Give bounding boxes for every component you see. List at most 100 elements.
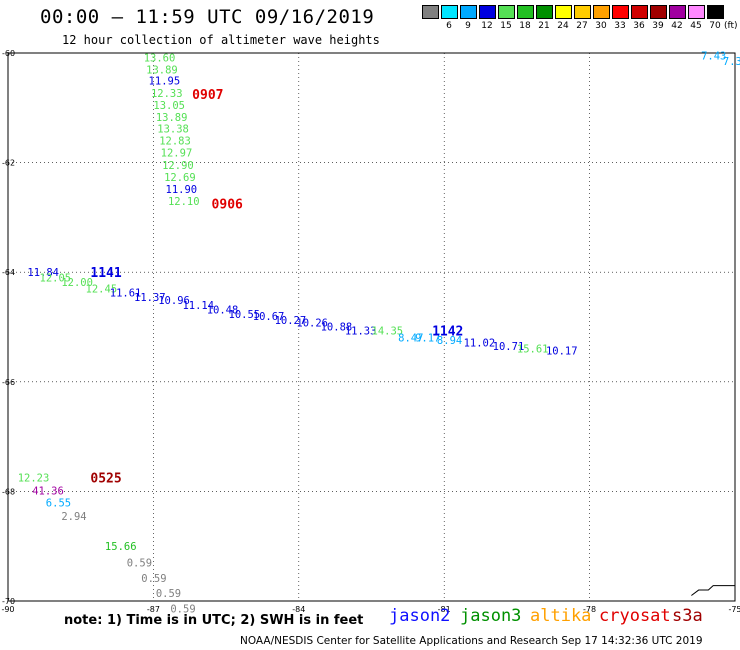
satellite-jason2: jason2 bbox=[389, 606, 451, 626]
wave-height-value: 13.05 bbox=[153, 100, 185, 112]
legend-swatch bbox=[688, 5, 705, 19]
wave-height-value: 7.37 bbox=[723, 56, 740, 68]
wave-height-value: 0.59 bbox=[170, 604, 195, 616]
wave-height-value: 8.94 bbox=[437, 335, 462, 347]
wave-height-value: 11.33 bbox=[345, 325, 377, 337]
legend-swatch bbox=[441, 5, 458, 19]
x-tick-label: -81 bbox=[438, 605, 451, 614]
chart-subtitle: 12 hour collection of altimeter wave hei… bbox=[62, 33, 380, 47]
legend-label: 36 bbox=[633, 21, 645, 31]
wave-height-value: 11.02 bbox=[464, 337, 496, 349]
legend-swatch bbox=[707, 5, 724, 19]
legend-label: 6 bbox=[446, 21, 452, 31]
wave-height-value: 12.97 bbox=[161, 148, 193, 160]
wave-height-value: 13.38 bbox=[157, 124, 189, 136]
legend-label: 39 bbox=[652, 21, 664, 31]
wave-height-value: 12.10 bbox=[168, 196, 200, 208]
wave-height-value: 10.55 bbox=[229, 309, 261, 321]
wave-height-value: 13.89 bbox=[146, 64, 178, 76]
x-tick-label: -75 bbox=[728, 605, 740, 614]
legend-label: 27 bbox=[576, 21, 588, 31]
wave-height-value: 12.33 bbox=[151, 88, 183, 100]
wave-height-value: 6.55 bbox=[46, 497, 71, 509]
satellite-jason3: jason3 bbox=[460, 606, 522, 626]
x-tick-label: -90 bbox=[1, 605, 14, 614]
wave-height-value: 15.61 bbox=[517, 343, 549, 355]
legend-swatch bbox=[498, 5, 515, 19]
satellite-s3a: s3a bbox=[672, 606, 703, 626]
legend-swatch bbox=[555, 5, 572, 19]
wave-height-value: 0.59 bbox=[141, 573, 166, 585]
satellite-altika: altika bbox=[530, 606, 592, 626]
wave-height-value: 10.27 bbox=[275, 315, 307, 327]
y-tick-label: -66 bbox=[2, 378, 15, 387]
wave-height-value: 41.36 bbox=[32, 485, 64, 497]
x-tick-label: -78 bbox=[583, 605, 596, 614]
x-tick-label: -84 bbox=[292, 605, 305, 614]
wave-height-value: 11.61 bbox=[110, 287, 142, 299]
legend-label: 24 bbox=[557, 21, 569, 31]
legend-label: 33 bbox=[614, 21, 626, 31]
wave-height-value: 10.71 bbox=[493, 341, 525, 353]
wave-height-value: 8.47 bbox=[398, 332, 423, 344]
wave-height-value: 12.23 bbox=[18, 473, 50, 485]
wave-height-value: 0.59 bbox=[127, 558, 152, 570]
wave-height-value: 12.90 bbox=[162, 160, 194, 172]
legend-label: 70 bbox=[709, 21, 721, 31]
chart-title: 00:00 – 11:59 UTC 09/16/2019 bbox=[40, 6, 375, 28]
coastline bbox=[691, 585, 735, 596]
wave-height-value: 11.84 bbox=[27, 267, 59, 279]
wave-height-value: 12.83 bbox=[159, 136, 191, 148]
pass-time-label: 0906 bbox=[212, 198, 243, 213]
legend-swatch bbox=[460, 5, 477, 19]
wave-height-value: 10.26 bbox=[296, 318, 328, 330]
pass-time-label: 0525 bbox=[90, 472, 121, 487]
legend-swatch bbox=[479, 5, 496, 19]
pass-time-label: 0907 bbox=[192, 88, 223, 103]
y-tick-label: -60 bbox=[2, 49, 15, 58]
legend-label: 42 bbox=[671, 21, 683, 31]
y-tick-label: -62 bbox=[2, 159, 15, 168]
wave-height-value: 7.43 bbox=[701, 51, 726, 63]
wave-height-value: 10.48 bbox=[207, 304, 239, 316]
wave-height-value: 11.90 bbox=[166, 184, 198, 196]
y-tick-label: -70 bbox=[2, 597, 15, 606]
wave-height-value: 12.45 bbox=[86, 284, 118, 296]
wave-height-value: 12.00 bbox=[61, 277, 93, 289]
wave-height-value: 12.69 bbox=[164, 172, 196, 184]
legend-label: 9 bbox=[465, 21, 471, 31]
wave-height-value: 10.96 bbox=[158, 295, 190, 307]
pass-time-label: 1141 bbox=[90, 266, 121, 281]
x-tick-label: -87 bbox=[147, 605, 160, 614]
legend-label: 30 bbox=[595, 21, 607, 31]
legend-swatch bbox=[669, 5, 686, 19]
legend-unit: (ft) bbox=[724, 21, 738, 31]
wave-height-value: 11.95 bbox=[149, 75, 181, 87]
legend-swatch bbox=[422, 5, 439, 19]
legend-swatch bbox=[536, 5, 553, 19]
legend-swatch bbox=[631, 5, 648, 19]
legend-label: 12 bbox=[481, 21, 493, 31]
wave-height-value: 13.60 bbox=[144, 52, 176, 64]
plot-frame bbox=[7, 52, 736, 602]
legend-label: 45 bbox=[690, 21, 702, 31]
wave-height-value: 12.05 bbox=[40, 273, 72, 285]
wave-height-value: 10.88 bbox=[321, 321, 353, 333]
legend-swatch bbox=[593, 5, 610, 19]
credit-line: NOAA/NESDIS Center for Satellite Applica… bbox=[240, 635, 703, 647]
y-tick-label: -68 bbox=[2, 487, 15, 496]
wave-height-value: 2.94 bbox=[61, 511, 86, 523]
wave-height-value: 9.17 bbox=[415, 332, 440, 344]
legend-swatch bbox=[612, 5, 629, 19]
wave-height-value: 10.17 bbox=[546, 346, 578, 358]
legend-swatch bbox=[517, 5, 534, 19]
satellite-cryosat: cryosat bbox=[599, 606, 671, 626]
legend-swatch bbox=[574, 5, 591, 19]
legend-label: 21 bbox=[538, 21, 550, 31]
wave-height-value: 14.35 bbox=[372, 325, 404, 337]
legend-label: 15 bbox=[500, 21, 512, 31]
pass-time-label: 1142 bbox=[432, 324, 463, 339]
wave-height-value: 13.89 bbox=[156, 112, 188, 124]
legend-label: 18 bbox=[519, 21, 531, 31]
